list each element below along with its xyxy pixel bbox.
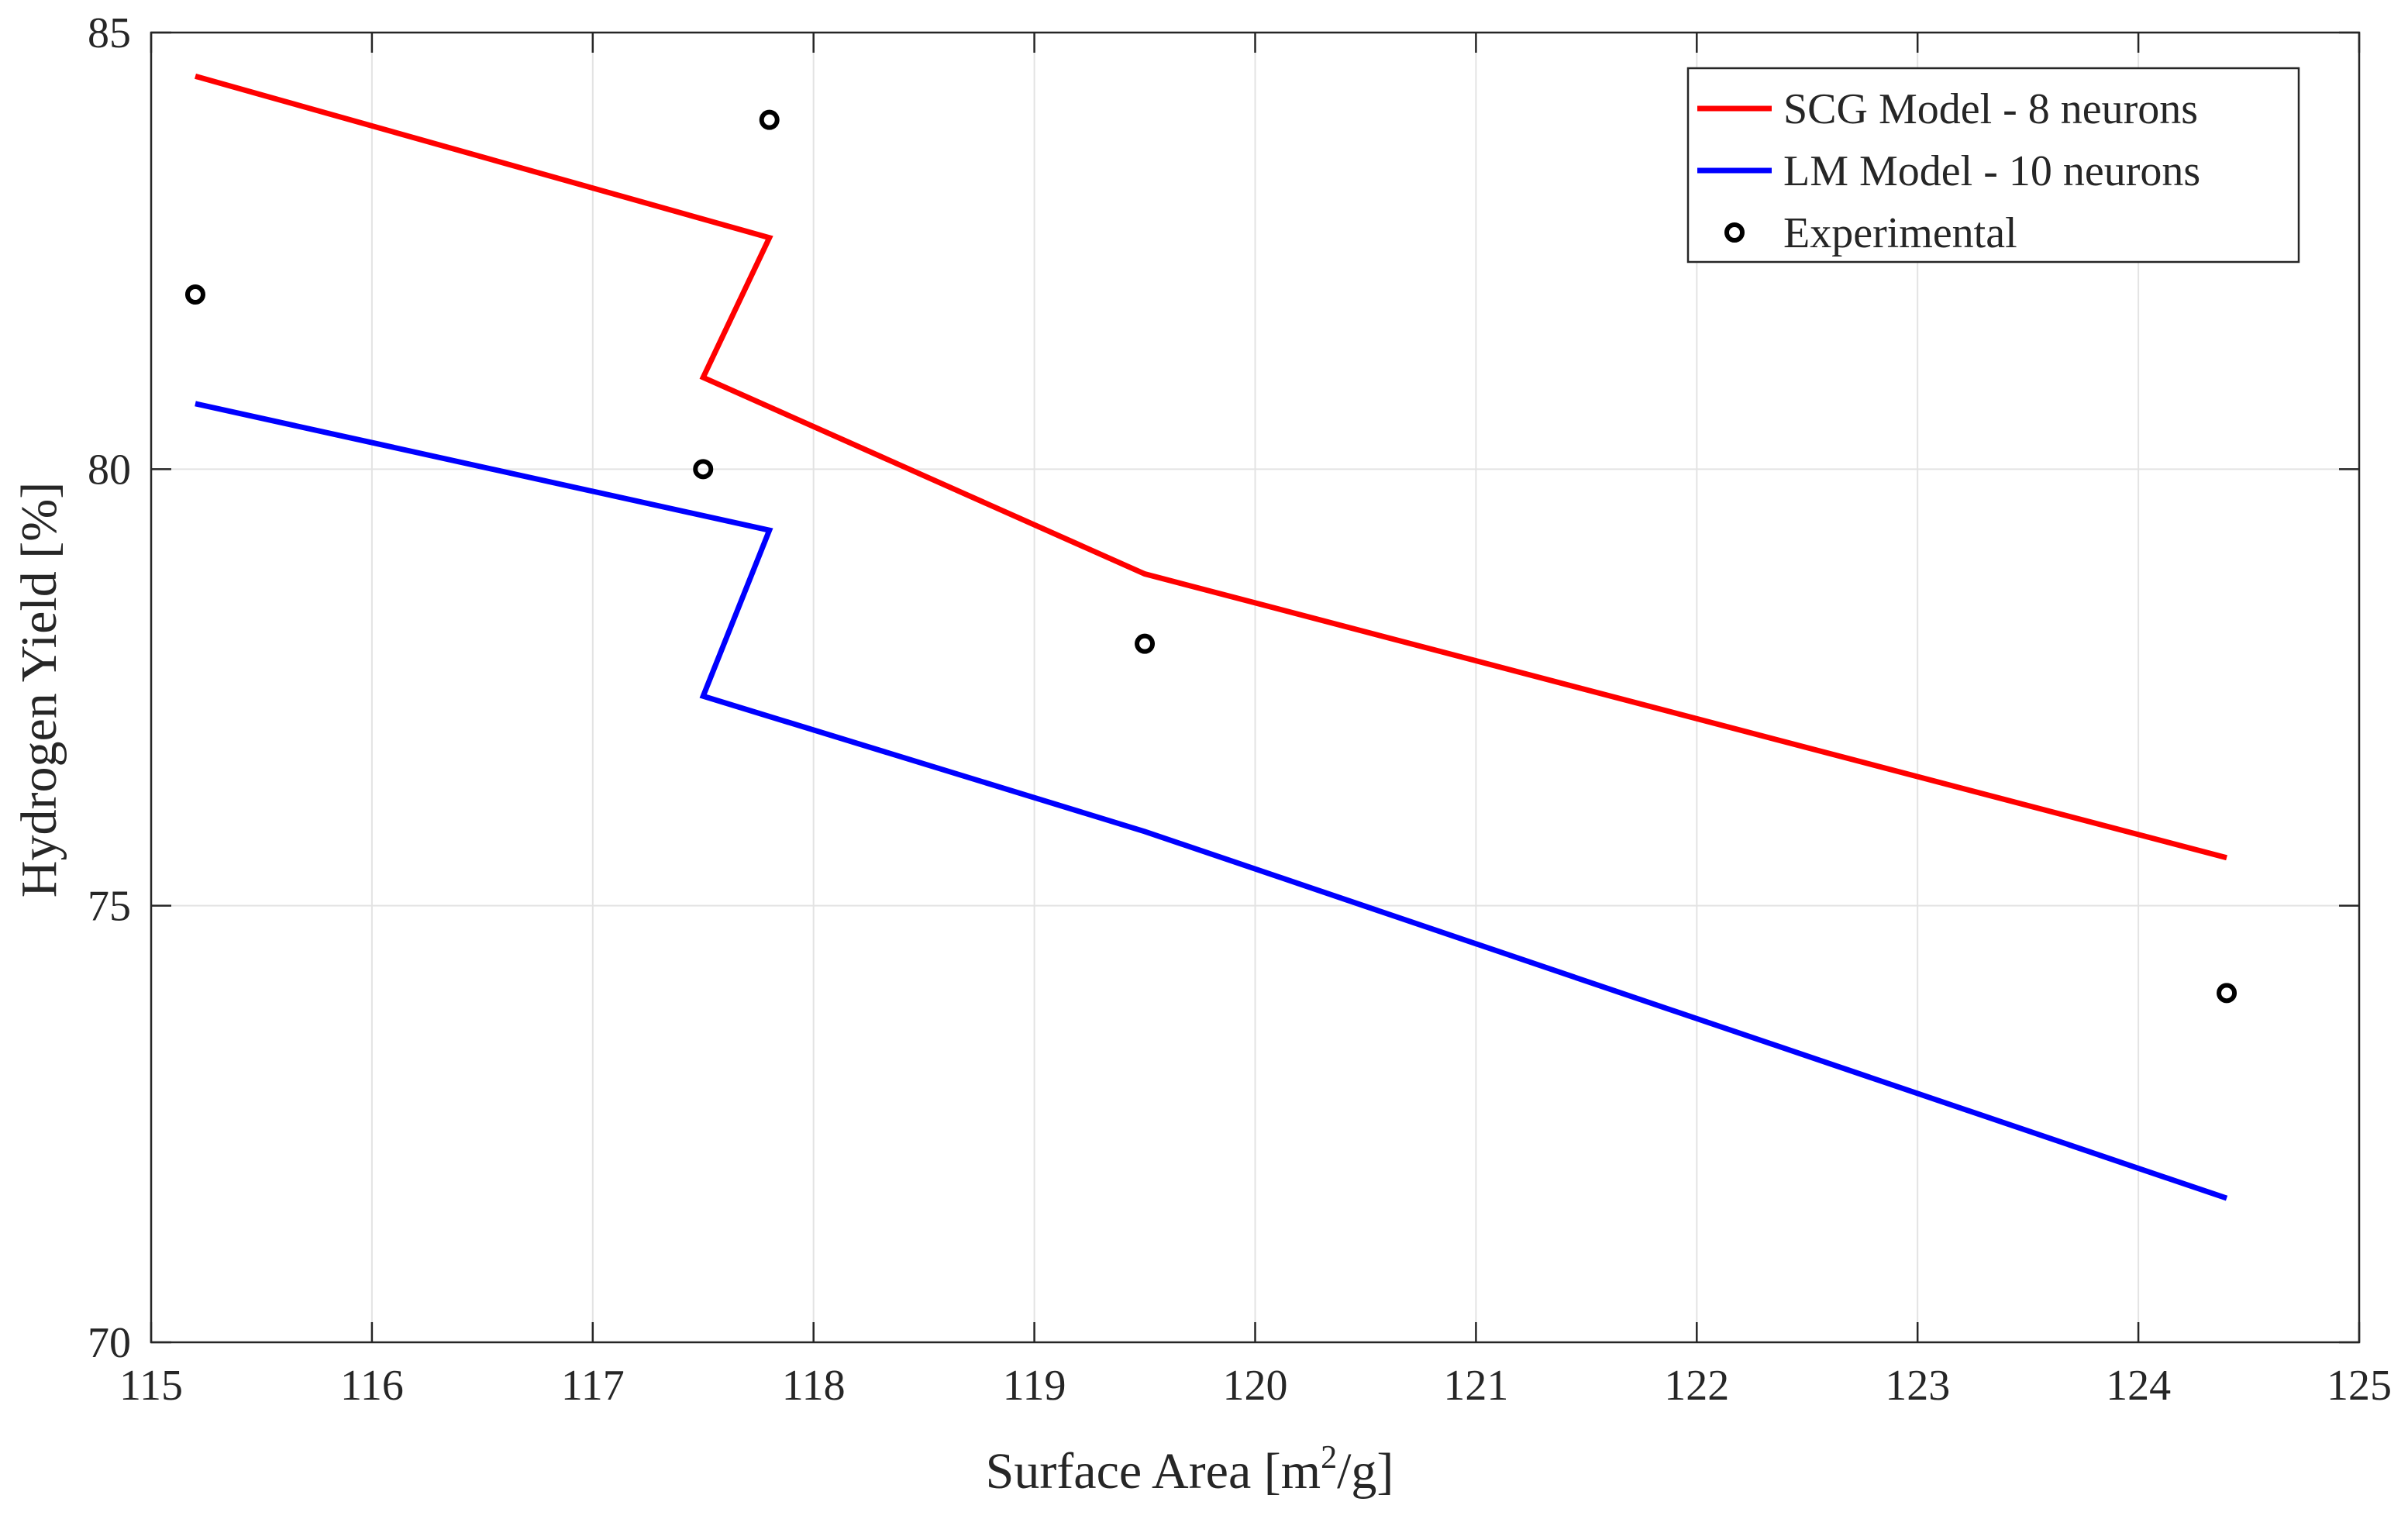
x-tick-label: 121 [1443,1362,1508,1410]
y-axis-label: Hydrogen Yield [%] [11,482,67,897]
x-tick-label: 125 [2327,1362,2392,1410]
experimental-point [184,284,205,305]
x-tick-label: 117 [561,1362,625,1410]
x-tick-label: 123 [1885,1362,1950,1410]
legend-box [1686,67,2300,264]
legend-label: Experimental [1783,209,2017,257]
experimental-point [1135,633,1156,654]
y-tick-label: 75 [88,883,131,931]
legend-label: SCG Model - 8 neurons [1783,85,2198,133]
x-tick-label: 124 [2106,1362,2171,1410]
x-axis-label-main: Surface Area [m [986,1443,1321,1500]
series-line-0 [195,73,2227,861]
x-tick-label: 115 [119,1362,183,1410]
legend-swatch-marker [1724,222,1745,243]
ticks: 115 116 117 118 119 120 121 122 123 124 125 70 75 80 8… [88,9,2392,1410]
x-tick-label: 118 [782,1362,846,1410]
experimental-point [693,459,714,480]
series-layer [184,73,2237,1201]
experimental-point [759,109,780,130]
legend: SCG Model - 8 neurons LM Model - 10 neuro… [1686,67,2300,264]
x-tick-label: 119 [1003,1362,1066,1410]
experimental-point [2217,983,2237,1004]
y-tick-label: 80 [88,446,131,494]
x-tick-label: 120 [1223,1362,1288,1410]
legend-label: LM Model - 10 neurons [1783,147,2200,195]
x-axis-label: Surface Area [m2/g] [986,1440,1394,1500]
x-tick-label: 122 [1664,1362,1729,1410]
y-tick-label: 85 [88,9,131,57]
x-tick-label: 116 [340,1362,404,1410]
y-tick-label: 70 [88,1319,131,1367]
x-axis-label-tail: /g] [1337,1443,1393,1500]
x-axis-label-sup: 2 [1321,1440,1337,1476]
series-line-1 [195,401,2228,1201]
